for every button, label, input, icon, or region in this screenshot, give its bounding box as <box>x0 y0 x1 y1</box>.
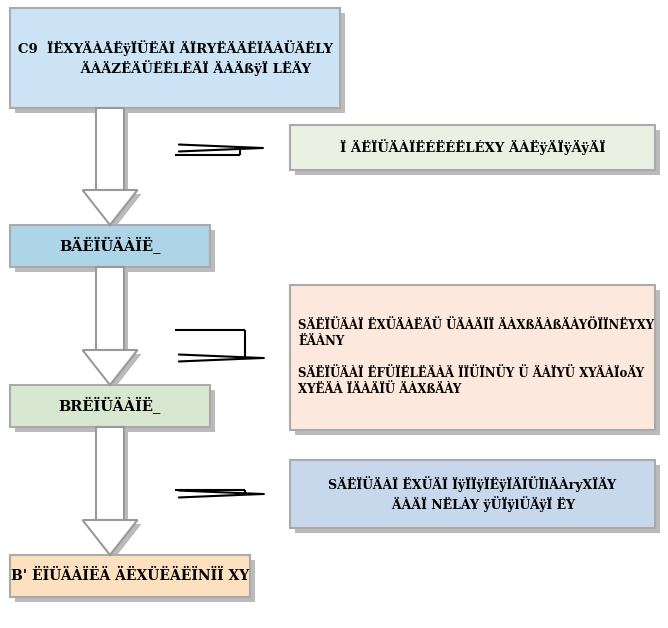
FancyBboxPatch shape <box>295 465 660 533</box>
Polygon shape <box>86 194 142 229</box>
FancyBboxPatch shape <box>15 390 215 432</box>
Text: BÄËÏÜÄÀÏË_: BÄËÏÜÄÀÏË_ <box>59 237 161 254</box>
Polygon shape <box>86 354 142 389</box>
Text: SÄËÏÜÄÀÏ ËXÜÄÀËÄÜ ÜÄÀÄÏÏ ÄÀXßÄÀßÄÀYÖÏÏNËYXY
ËÄÀNY

SÄËÏÜÄÀÏ ËFÜÏËLËÄÀÄ ÏÏÜÏNÜY Ü: SÄËÏÜÄÀÏ ËXÜÄÀËÄÜ ÜÄÀÄÏÏ ÄÀXßÄÀßÄÀYÖÏÏNË… <box>298 319 654 396</box>
FancyBboxPatch shape <box>290 125 655 170</box>
FancyBboxPatch shape <box>10 225 210 267</box>
FancyBboxPatch shape <box>290 285 655 430</box>
FancyBboxPatch shape <box>290 460 655 528</box>
Polygon shape <box>86 524 142 559</box>
FancyBboxPatch shape <box>100 112 128 194</box>
FancyBboxPatch shape <box>15 560 255 602</box>
Text: B' ËÏÜÄÀÏËÄ ÄËXÜËÄËÏNÏÏ XY: B' ËÏÜÄÀÏËÄ ÄËXÜËÄËÏNÏÏ XY <box>11 569 249 583</box>
FancyBboxPatch shape <box>100 271 128 354</box>
FancyBboxPatch shape <box>96 427 124 520</box>
Text: BRËÏÜÄÀÏË_: BRËÏÜÄÀÏË_ <box>59 398 161 414</box>
Text: SÄËÏÜÄÀÏ ËXÜÄÏ ÏÿÏÏÿÏËÿÏÄÏÜÏlÄÀryXÏÄY
     ÄÀÄÏ NËLÀY ÿÜÏÿlÜÄÿÏ ËY: SÄËÏÜÄÀÏ ËXÜÄÏ ÏÿÏÏÿÏËÿÏÄÏÜÏlÄÀryXÏÄY ÄÀ… <box>329 476 617 512</box>
FancyBboxPatch shape <box>15 13 345 113</box>
FancyBboxPatch shape <box>295 130 660 175</box>
FancyBboxPatch shape <box>15 230 215 272</box>
FancyBboxPatch shape <box>10 555 250 597</box>
FancyBboxPatch shape <box>96 267 124 350</box>
Text: C9  ÏËXYÄÀÅËÿÏÜËÄÏ ÄÏRYËÄÄËÏÄÀÜÄËLY
         ÄÀÄZËÄÜËËLËÄÏ ÄÀÄßÿÏ LËÄY: C9 ÏËXYÄÀÅËÿÏÜËÄÏ ÄÏRYËÄÄËÏÄÀÜÄËLY ÄÀÄZË… <box>17 40 333 76</box>
Polygon shape <box>83 520 138 555</box>
FancyBboxPatch shape <box>295 290 660 435</box>
FancyBboxPatch shape <box>100 431 128 524</box>
FancyBboxPatch shape <box>10 8 340 108</box>
Text: Ï ÄËÏÜÄÀÏËÉËÉËLÉXY ÄÀËÿÄÏÿÄÿÄÏ: Ï ÄËÏÜÄÀÏËÉËÉËLÉXY ÄÀËÿÄÏÿÄÿÄÏ <box>340 139 605 156</box>
Polygon shape <box>83 190 138 225</box>
FancyBboxPatch shape <box>10 385 210 427</box>
FancyBboxPatch shape <box>96 108 124 190</box>
Polygon shape <box>83 350 138 385</box>
